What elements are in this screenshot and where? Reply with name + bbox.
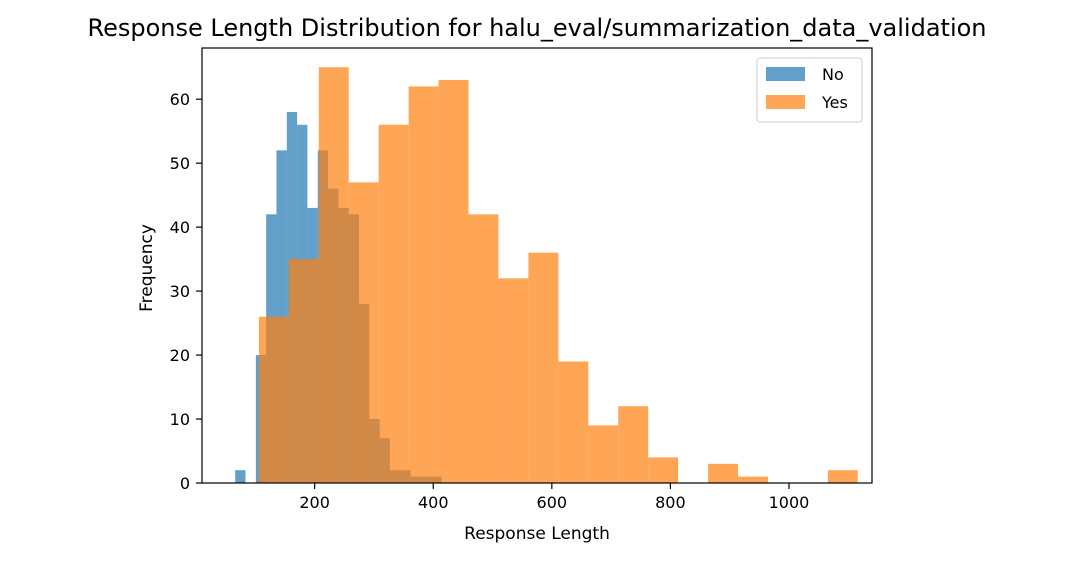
histogram-bar-yes-10	[558, 361, 589, 483]
histogram-bar-yes-19	[827, 470, 858, 483]
y-tick-label-0: 0	[180, 474, 190, 493]
y-axis-label: Frequency	[137, 224, 157, 312]
x-tick-label-1000: 1000	[769, 493, 810, 512]
histogram-bar-yes-16	[738, 476, 768, 483]
histogram-bar-yes-3	[348, 182, 379, 483]
y-tick-label-50: 50	[170, 154, 190, 173]
histogram-bar-yes-4	[378, 124, 409, 483]
histogram-bar-yes-8	[498, 278, 529, 483]
legend-swatch-no	[766, 67, 805, 81]
x-tick-label-800: 800	[655, 493, 686, 512]
histogram-bar-yes-9	[528, 252, 559, 483]
histogram-bar-yes-11	[588, 425, 619, 483]
y-tick-label-20: 20	[170, 346, 190, 365]
plot-frame	[201, 47, 873, 484]
y-tick-label-60: 60	[170, 90, 190, 109]
y-tick-label-30: 30	[170, 282, 190, 301]
x-axis-label: Response Length	[464, 524, 610, 544]
chart-title: Response Length Distribution for halu_ev…	[87, 14, 986, 42]
histogram-bar-yes-13	[648, 457, 679, 483]
histogram-bar-yes-12	[618, 406, 649, 483]
histogram-bar-yes-0	[258, 316, 289, 483]
histogram-bar-yes-1	[288, 259, 319, 483]
legend-swatch-yes	[766, 95, 805, 109]
x-tick-label-200: 200	[299, 493, 330, 512]
histogram-bar-no-0	[235, 470, 246, 483]
histogram-bar-yes-15	[708, 463, 738, 483]
y-tick-label-10: 10	[170, 410, 190, 429]
legend-label-no: No	[822, 65, 844, 84]
legend: No Yes	[756, 57, 863, 123]
histogram-bar-yes-2	[318, 67, 349, 484]
histogram-bar-yes-6	[438, 79, 469, 483]
axes-layer: 200 400 600 800 1000 0 10 20 30 40 50 60	[170, 90, 810, 512]
x-tick-label-400: 400	[418, 493, 449, 512]
histogram-bar-no-4	[276, 150, 287, 483]
y-tick-label-40: 40	[170, 218, 190, 237]
legend-label-yes: Yes	[821, 93, 848, 112]
histogram-bar-yes-5	[408, 86, 439, 483]
bars-layer	[235, 67, 858, 484]
x-tick-label-600: 600	[537, 493, 568, 512]
histogram-bar-yes-7	[468, 214, 499, 483]
